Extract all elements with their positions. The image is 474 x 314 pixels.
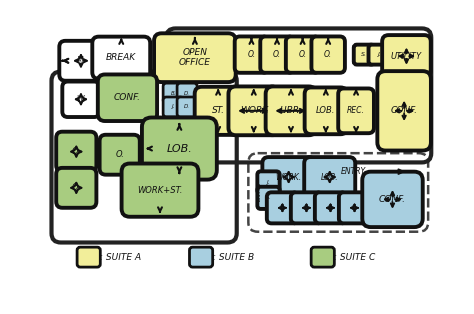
Text: LOB.: LOB.	[316, 106, 336, 115]
Text: : SUITE C: : SUITE C	[334, 253, 375, 262]
FancyBboxPatch shape	[190, 247, 213, 267]
FancyBboxPatch shape	[98, 74, 157, 121]
FancyBboxPatch shape	[291, 192, 322, 223]
Text: O.: O.	[72, 183, 81, 192]
Text: WORK: WORK	[240, 106, 268, 115]
Text: O.: O.	[279, 205, 286, 211]
Text: ENTRY: ENTRY	[341, 167, 366, 176]
FancyBboxPatch shape	[305, 88, 347, 134]
Text: LIBR.: LIBR.	[280, 106, 302, 115]
FancyBboxPatch shape	[263, 157, 315, 197]
Text: ENTRY: ENTRY	[257, 180, 262, 201]
FancyBboxPatch shape	[265, 86, 316, 135]
FancyBboxPatch shape	[339, 192, 370, 223]
FancyBboxPatch shape	[56, 132, 96, 171]
FancyBboxPatch shape	[382, 35, 431, 77]
Text: LOB.: LOB.	[166, 143, 192, 154]
FancyBboxPatch shape	[286, 36, 319, 73]
FancyBboxPatch shape	[257, 171, 280, 193]
FancyBboxPatch shape	[142, 117, 217, 180]
Text: S.: S.	[266, 195, 271, 200]
FancyBboxPatch shape	[377, 71, 431, 150]
FancyBboxPatch shape	[163, 83, 183, 103]
FancyBboxPatch shape	[315, 192, 346, 223]
Text: D.: D.	[184, 105, 190, 110]
Text: S.: S.	[361, 52, 367, 57]
Text: : SUITE A: : SUITE A	[100, 253, 141, 262]
Text: REC.: REC.	[347, 106, 365, 115]
Text: O.: O.	[327, 205, 334, 211]
FancyBboxPatch shape	[311, 247, 334, 267]
FancyBboxPatch shape	[59, 41, 102, 81]
FancyBboxPatch shape	[338, 89, 374, 133]
Text: J.: J.	[172, 105, 175, 110]
FancyBboxPatch shape	[257, 187, 280, 209]
Text: O.: O.	[351, 205, 358, 211]
Text: OPEN
OFFICE: OPEN OFFICE	[179, 48, 211, 68]
FancyBboxPatch shape	[77, 247, 100, 267]
Text: D.: D.	[184, 91, 190, 96]
Text: WORK+ST.: WORK+ST.	[137, 186, 182, 195]
FancyBboxPatch shape	[62, 82, 100, 117]
Text: W.: W.	[76, 95, 86, 104]
Text: WORK.: WORK.	[275, 173, 302, 181]
FancyBboxPatch shape	[195, 87, 242, 135]
Text: J.: J.	[267, 180, 270, 185]
FancyBboxPatch shape	[362, 172, 423, 227]
FancyBboxPatch shape	[368, 45, 389, 65]
Text: O.: O.	[247, 50, 255, 59]
Text: CONF.: CONF.	[391, 106, 418, 115]
Text: J.: J.	[377, 52, 381, 57]
Text: O.: O.	[115, 150, 124, 159]
FancyBboxPatch shape	[354, 45, 374, 65]
Text: LOB.: LOB.	[321, 173, 338, 181]
FancyBboxPatch shape	[154, 33, 236, 82]
Text: CONF.: CONF.	[114, 93, 141, 102]
Text: M.: M.	[76, 56, 85, 65]
FancyBboxPatch shape	[304, 157, 355, 197]
Text: BREAK: BREAK	[106, 53, 137, 62]
Text: O.: O.	[299, 50, 307, 59]
FancyBboxPatch shape	[235, 36, 268, 73]
FancyBboxPatch shape	[92, 37, 150, 79]
FancyBboxPatch shape	[267, 192, 298, 223]
FancyBboxPatch shape	[311, 36, 345, 73]
Text: B.: B.	[171, 91, 176, 96]
FancyBboxPatch shape	[228, 86, 279, 135]
FancyBboxPatch shape	[177, 83, 197, 103]
Text: O.: O.	[72, 147, 81, 156]
FancyBboxPatch shape	[122, 164, 199, 217]
FancyBboxPatch shape	[177, 97, 197, 117]
FancyBboxPatch shape	[56, 168, 96, 208]
Text: UTILITY: UTILITY	[391, 52, 422, 61]
Text: O.: O.	[324, 50, 332, 59]
FancyBboxPatch shape	[163, 97, 183, 117]
FancyBboxPatch shape	[260, 36, 294, 73]
Text: : SUITE B: : SUITE B	[213, 253, 254, 262]
Text: ST.: ST.	[211, 106, 225, 115]
Text: CONF.: CONF.	[379, 195, 406, 204]
FancyBboxPatch shape	[100, 135, 140, 175]
Text: O.: O.	[273, 50, 281, 59]
Text: O.: O.	[303, 205, 310, 211]
